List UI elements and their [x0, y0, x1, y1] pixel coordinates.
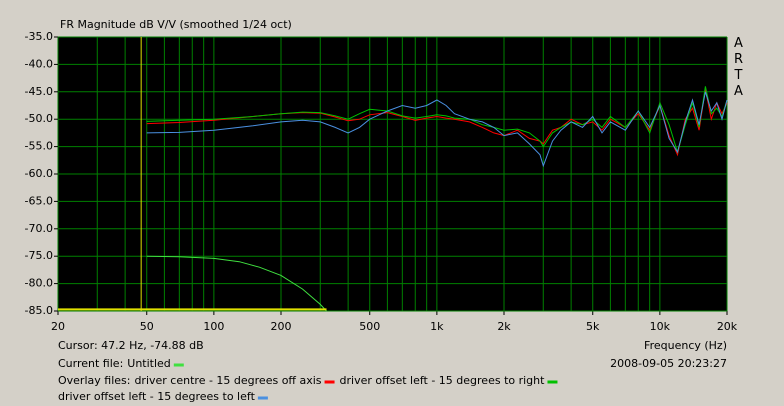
- legend-entry: driver offset left - 15 degrees to right: [340, 374, 546, 387]
- x-tick-label: 5k: [586, 320, 600, 333]
- series-line: [146, 255, 327, 312]
- x-tick-label: 20k: [717, 320, 738, 333]
- legend-entry: Untitled: [127, 357, 171, 370]
- series-line: [146, 91, 728, 168]
- x-tick-label: 20: [51, 320, 65, 333]
- y-tick-label: -35.0: [25, 30, 53, 43]
- x-tick-label: 50: [140, 320, 154, 333]
- y-tick-label: -85.0: [25, 304, 53, 317]
- y-tick-label: -75.0: [25, 249, 53, 262]
- x-tick-label: 2k: [497, 320, 511, 333]
- x-tick-label: 200: [271, 320, 292, 333]
- y-tick-label: -65.0: [25, 194, 53, 207]
- x-tick-label: 1k: [430, 320, 444, 333]
- y-tick-label: -50.0: [25, 112, 53, 125]
- timestamp: 2008-09-05 20:23:27: [610, 357, 727, 370]
- brand: ARTA: [731, 36, 746, 100]
- overlay-label: Overlay files:: [58, 374, 130, 387]
- y-tick-label: -55.0: [25, 140, 53, 153]
- y-tick-label: -60.0: [25, 167, 53, 180]
- current-file-label: Current file:: [58, 357, 123, 370]
- y-tick-label: -80.0: [25, 277, 53, 290]
- legend-entry: driver centre - 15 degrees off axis: [134, 374, 321, 387]
- y-tick-label: -70.0: [25, 222, 53, 235]
- chart-title: FR Magnitude dB V/V (smoothed 1/24 oct): [60, 18, 292, 31]
- legend-entry: driver offset left - 15 degrees to left: [58, 390, 256, 403]
- x-tick-label: 500: [359, 320, 380, 333]
- x-tick-label: 10k: [650, 320, 671, 333]
- x-tick-label: 100: [203, 320, 224, 333]
- y-tick-label: -45.0: [25, 85, 53, 98]
- cursor-readout: Cursor: 47.2 Hz, -74.88 dB: [58, 339, 204, 352]
- y-tick-label: -40.0: [25, 57, 53, 70]
- x-axis-label: Frequency (Hz): [644, 339, 727, 352]
